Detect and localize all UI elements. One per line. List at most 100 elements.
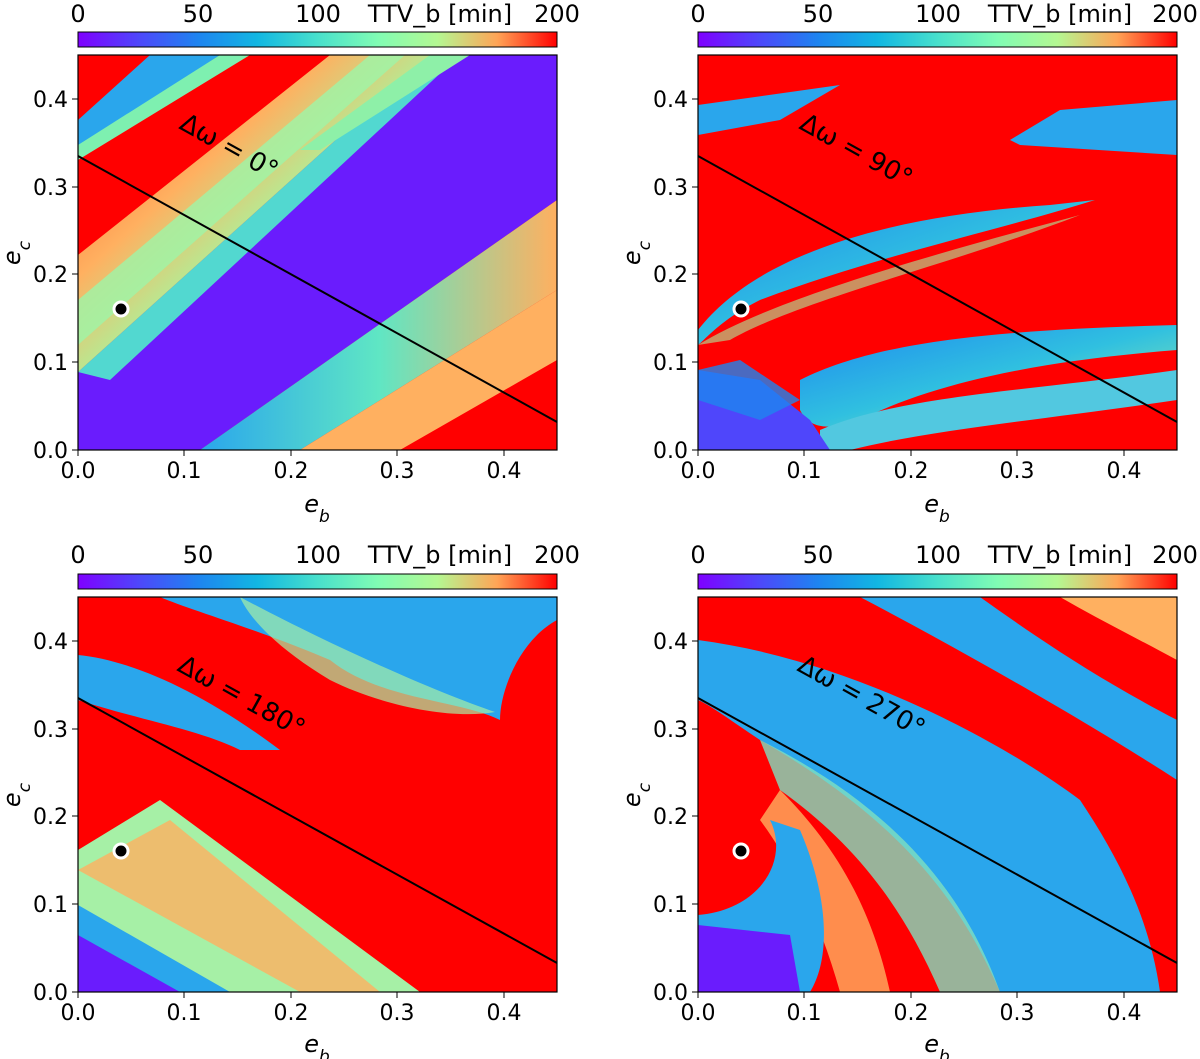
colorbar-tick-0: 0 (690, 0, 705, 28)
island-left (78, 655, 280, 750)
colorbar (77, 573, 558, 590)
x-axis-label: eb (924, 490, 950, 527)
panel-0: 0 50 100 TTV_b [min] 200 Δω = 0° 0.0 0.1… (0, 0, 580, 527)
colorbar-tick-200: 200 (534, 541, 580, 569)
marker-point (732, 300, 750, 318)
heatmap (78, 597, 557, 992)
y-tick-label-2: 0.2 (33, 805, 68, 830)
colorbar-tick-200: 200 (1152, 541, 1198, 569)
colorbar-label: TTV_b [min] (367, 0, 512, 28)
colorbar-tick-0: 0 (70, 0, 85, 28)
x-tick-label-0: 0.0 (61, 459, 96, 484)
x-tick-label-3: 0.3 (1000, 1001, 1035, 1026)
x-ticks (697, 450, 1125, 456)
band-low-region (78, 55, 557, 450)
marker-point (732, 842, 750, 860)
band-lower-right (200, 200, 557, 450)
x-axis-label: eb (304, 1030, 330, 1059)
y-tick-label-0: 0.0 (33, 981, 68, 1006)
x-tick-label-2: 0.2 (894, 459, 929, 484)
y-axis-label: ec (618, 782, 655, 807)
y-ticks (692, 98, 698, 451)
x-tick-label-3: 0.3 (380, 459, 415, 484)
y-tick-label-3: 0.3 (653, 176, 688, 201)
colorbar-label: TTV_b [min] (987, 0, 1132, 28)
colorbar-tick-50: 50 (803, 541, 834, 569)
x-axis-label: eb (924, 1030, 950, 1059)
y-tick-label-1: 0.1 (653, 893, 688, 918)
plot-frame (77, 54, 558, 451)
colorbar-tick-100: 100 (295, 0, 341, 28)
y-tick-label-0: 0.0 (33, 439, 68, 464)
y-tick-label-4: 0.4 (33, 630, 68, 655)
y-tick-label-0: 0.0 (653, 981, 688, 1006)
y-tick-label-3: 0.3 (33, 718, 68, 743)
reference-line (697, 155, 1178, 423)
arc-band-main (698, 640, 1160, 992)
reference-line (697, 697, 1178, 964)
panel-270: 0 50 100 TTV_b [min] 200 Δω = 270° 0.0 0… (618, 541, 1198, 1059)
colorbar-tick-100: 100 (295, 541, 341, 569)
x-tick-label-0: 0.0 (681, 1001, 716, 1026)
colorbar-tick-200: 200 (534, 0, 580, 28)
colorbar-label: TTV_b [min] (987, 541, 1132, 569)
x-tick-label-3: 0.3 (1000, 459, 1035, 484)
plot-frame (697, 596, 1178, 993)
x-tick-label-1: 0.1 (167, 1001, 202, 1026)
y-tick-label-4: 0.4 (653, 630, 688, 655)
colorbar (77, 31, 558, 48)
colorbar-tick-50: 50 (183, 0, 214, 28)
x-tick-label-4: 0.4 (487, 459, 522, 484)
marker-point (112, 842, 130, 860)
colorbar-ticks: 0 50 100 TTV_b [min] 200 (690, 541, 1198, 569)
y-tick-label-0: 0.0 (653, 439, 688, 464)
x-tick-label-0: 0.0 (681, 459, 716, 484)
plot-frame (697, 54, 1178, 451)
low-corner (78, 935, 180, 992)
x-tick-label-4: 0.4 (1107, 1001, 1142, 1026)
y-ticks (72, 640, 78, 993)
colorbar (697, 31, 1178, 48)
x-ticks (77, 450, 505, 456)
y-tick-label-2: 0.2 (33, 263, 68, 288)
y-tick-label-3: 0.3 (33, 176, 68, 201)
y-tick-label-4: 0.4 (653, 88, 688, 113)
colorbar-tick-0: 0 (70, 541, 85, 569)
x-ticks (697, 992, 1125, 998)
plot-frame (77, 596, 558, 993)
heatmap (698, 55, 1177, 450)
x-tick-label-2: 0.2 (894, 1001, 929, 1026)
x-tick-label-2: 0.2 (274, 1001, 309, 1026)
colorbar-tick-0: 0 (690, 541, 705, 569)
y-tick-label-2: 0.2 (653, 805, 688, 830)
y-axis-label: ec (0, 240, 35, 265)
island-upper (698, 200, 1095, 345)
panel-180: 0 50 100 TTV_b [min] 200 Δω = 180° 0.0 0… (0, 541, 580, 1059)
panel-90: 0 50 100 TTV_b [min] 200 Δω = 90° 0.0 0.… (618, 0, 1198, 527)
colorbar-label: TTV_b [min] (367, 541, 512, 569)
y-axis-label: ec (0, 782, 35, 807)
colorbar-tick-100: 100 (915, 0, 961, 28)
reference-line (77, 697, 558, 964)
y-tick-label-2: 0.2 (653, 263, 688, 288)
heatmap (698, 597, 1177, 992)
island-lower (800, 325, 1177, 427)
y-tick-label-1: 0.1 (33, 351, 68, 376)
colorbar-tick-100: 100 (915, 541, 961, 569)
colorbar-ticks: 0 50 100 TTV_b [min] 200 (690, 0, 1198, 28)
y-tick-label-1: 0.1 (33, 893, 68, 918)
y-tick-label-1: 0.1 (653, 351, 688, 376)
y-tick-label-3: 0.3 (653, 718, 688, 743)
colorbar-tick-200: 200 (1152, 0, 1198, 28)
colorbar-ticks: 0 50 100 TTV_b [min] 200 (70, 0, 580, 28)
x-tick-label-0: 0.0 (61, 1001, 96, 1026)
y-axis-label: ec (618, 240, 655, 265)
marker-point (112, 300, 130, 318)
x-tick-label-2: 0.2 (274, 459, 309, 484)
y-ticks (692, 640, 698, 993)
x-axis-label: eb (304, 490, 330, 527)
x-tick-label-1: 0.1 (167, 459, 202, 484)
colorbar-tick-50: 50 (803, 0, 834, 28)
colorbar (697, 573, 1178, 590)
